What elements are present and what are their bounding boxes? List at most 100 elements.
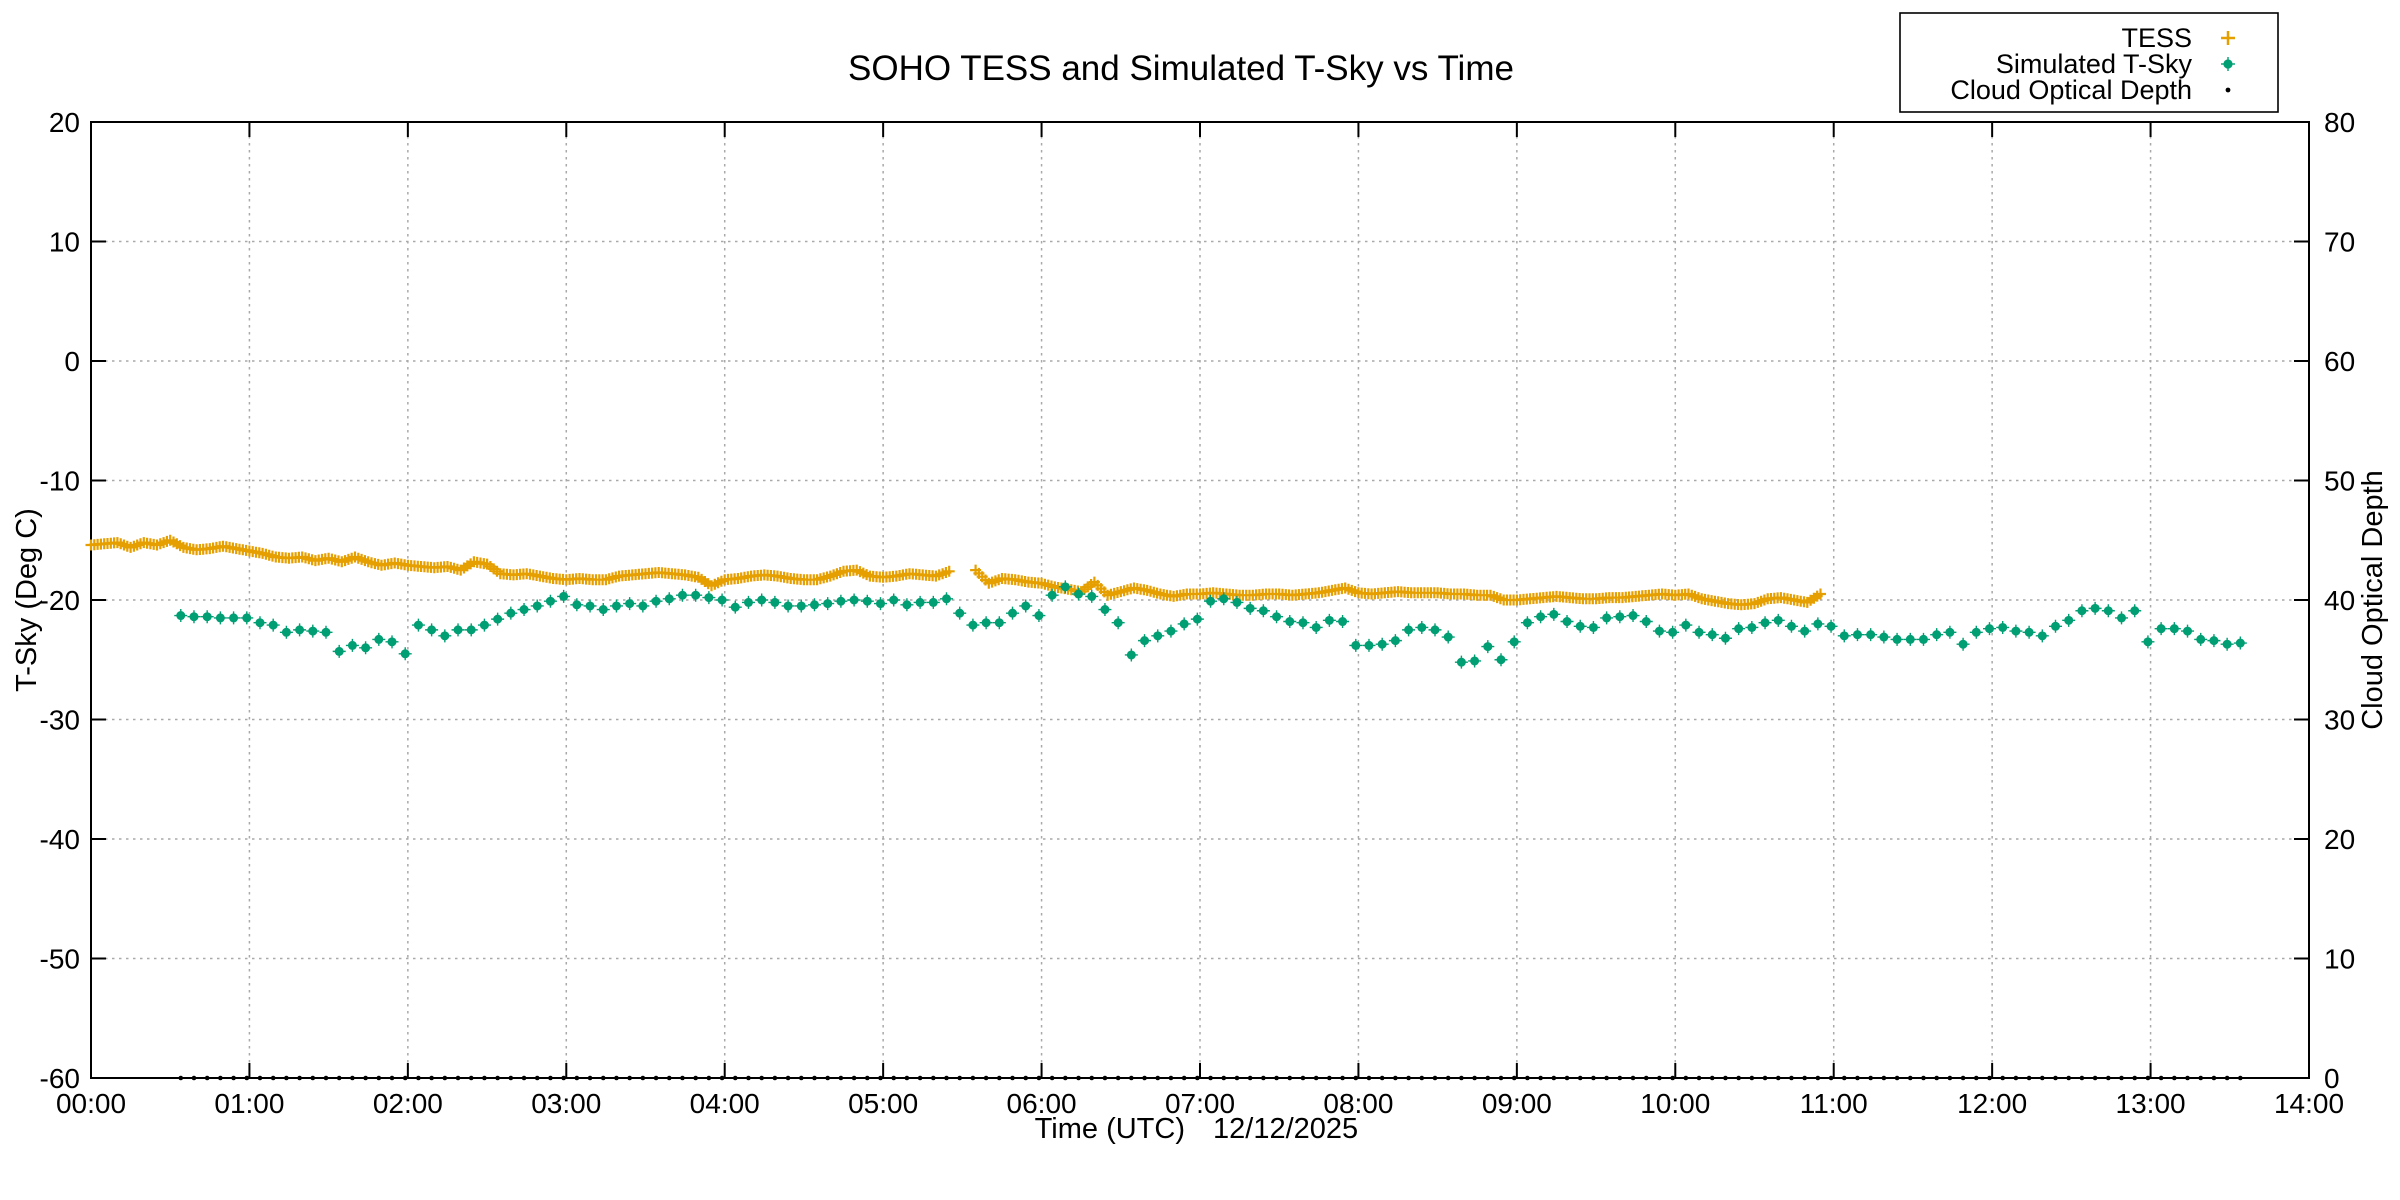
marker-dot xyxy=(323,1075,329,1081)
marker-dot xyxy=(479,620,489,630)
marker-dot xyxy=(1258,606,1268,616)
marker-dot xyxy=(1747,622,1757,632)
y-left-tick-label: 20 xyxy=(49,107,80,138)
y-right-tick-label: 50 xyxy=(2324,466,2355,497)
marker-dot xyxy=(1419,1075,1425,1081)
marker-dot xyxy=(215,613,225,623)
marker-dot xyxy=(1285,617,1295,627)
marker-dot xyxy=(2145,1075,2151,1081)
y-right-tick-label: 10 xyxy=(2324,944,2355,975)
marker-dot xyxy=(1958,639,1968,649)
marker-dot xyxy=(231,1075,236,1081)
marker-dot xyxy=(2222,639,2232,649)
marker-dot xyxy=(1577,1075,1583,1081)
x-tick-label: 02:00 xyxy=(373,1088,443,1119)
marker-dot xyxy=(587,1075,593,1081)
marker-dot xyxy=(1709,1075,1715,1081)
marker-dot xyxy=(1786,621,1796,631)
marker-dot xyxy=(1247,1075,1253,1081)
marker-dot xyxy=(1723,1075,1728,1081)
marker-dot xyxy=(495,1075,500,1081)
marker-dot xyxy=(2224,1075,2230,1081)
marker-dot xyxy=(864,1075,870,1081)
marker-dot xyxy=(202,612,212,622)
legend-label-tess: TESS xyxy=(2121,23,2192,53)
marker-dot xyxy=(611,601,621,611)
marker-dot xyxy=(427,625,437,635)
chart-title: SOHO TESS and Simulated T-Sky vs Time xyxy=(848,49,1514,88)
marker-dot xyxy=(653,1075,659,1081)
marker-dot xyxy=(1681,620,1691,630)
marker-dot xyxy=(1641,617,1651,627)
marker-dot xyxy=(1074,589,1084,599)
x-tick-label: 01:00 xyxy=(214,1088,284,1119)
marker-dot xyxy=(838,1075,844,1081)
marker-dot xyxy=(757,595,767,605)
marker-dot xyxy=(759,1075,764,1081)
marker-dot xyxy=(548,1075,553,1081)
x-tick-label: 08:00 xyxy=(1323,1088,1393,1119)
marker-dot xyxy=(1324,615,1334,625)
marker-dot xyxy=(2000,1075,2005,1081)
marker-dot xyxy=(1602,613,1612,623)
marker-dot xyxy=(1987,1075,1992,1081)
marker-dot xyxy=(176,611,186,621)
marker-dot xyxy=(1049,1075,1055,1081)
marker-dot xyxy=(955,608,965,618)
marker-dot xyxy=(1456,657,1466,667)
marker-dot xyxy=(1749,1075,1755,1081)
marker-dot xyxy=(1615,612,1625,622)
marker-dot xyxy=(218,1075,223,1081)
marker-dot xyxy=(2077,606,2087,616)
marker-dot xyxy=(2064,615,2074,625)
axes-layer: 00:00 01:00 02:00 03:00 04:00 05:00 06:00 07:00… xyxy=(40,107,2356,1119)
marker-dot xyxy=(1377,639,1387,649)
marker-dot xyxy=(2037,631,2047,641)
marker-dot xyxy=(1866,630,1876,640)
marker-dot xyxy=(455,1075,461,1081)
marker-dot xyxy=(429,1075,434,1081)
marker-dot xyxy=(970,1075,976,1081)
series-layer xyxy=(85,534,2247,1081)
marker-dot xyxy=(732,1075,738,1081)
marker-dot xyxy=(453,625,463,635)
marker-dot xyxy=(1287,1075,1293,1081)
marker-dot xyxy=(281,627,291,637)
marker-dot xyxy=(2103,606,2113,616)
marker-dot xyxy=(1153,631,1163,641)
marker-dot xyxy=(1034,611,1044,621)
marker-dot xyxy=(521,1075,527,1081)
marker-dot xyxy=(1208,1075,1213,1081)
marker-dot xyxy=(1789,1075,1794,1081)
x-tick-label: 12:00 xyxy=(1957,1088,2027,1119)
marker-dot xyxy=(1760,618,1770,628)
marker-dot xyxy=(1274,1075,1279,1081)
x-tick-label: 09:00 xyxy=(1482,1088,1552,1119)
marker-dot xyxy=(1855,1075,1860,1081)
y-right-tick-label: 80 xyxy=(2324,107,2355,138)
marker-dot xyxy=(1234,1075,1240,1081)
marker-dot xyxy=(1406,1075,1411,1081)
marker-dot xyxy=(902,600,912,610)
marker-dot xyxy=(1232,597,1242,607)
marker-dot xyxy=(585,601,595,611)
x-tick-label: 05:00 xyxy=(848,1088,918,1119)
marker-dot xyxy=(638,601,648,611)
marker-dot xyxy=(1868,1075,1873,1081)
marker-dot xyxy=(1734,624,1744,634)
marker-dot xyxy=(1327,1075,1332,1081)
marker-dot xyxy=(1245,603,1255,613)
marker-dot xyxy=(1483,642,1493,652)
marker-dot xyxy=(1115,1075,1121,1081)
marker-dot xyxy=(1485,1075,1491,1081)
marker-dot xyxy=(2011,626,2021,636)
marker-dot xyxy=(1971,627,1981,637)
marker-dot xyxy=(1720,633,1730,643)
marker-dot xyxy=(545,596,555,606)
marker-dot xyxy=(1261,1075,1266,1081)
marker-dot xyxy=(666,1075,672,1081)
marker-dot xyxy=(1564,1075,1570,1081)
marker-dot xyxy=(1195,1075,1200,1081)
marker-dot xyxy=(2185,1075,2190,1081)
marker-dot xyxy=(1562,617,1572,627)
